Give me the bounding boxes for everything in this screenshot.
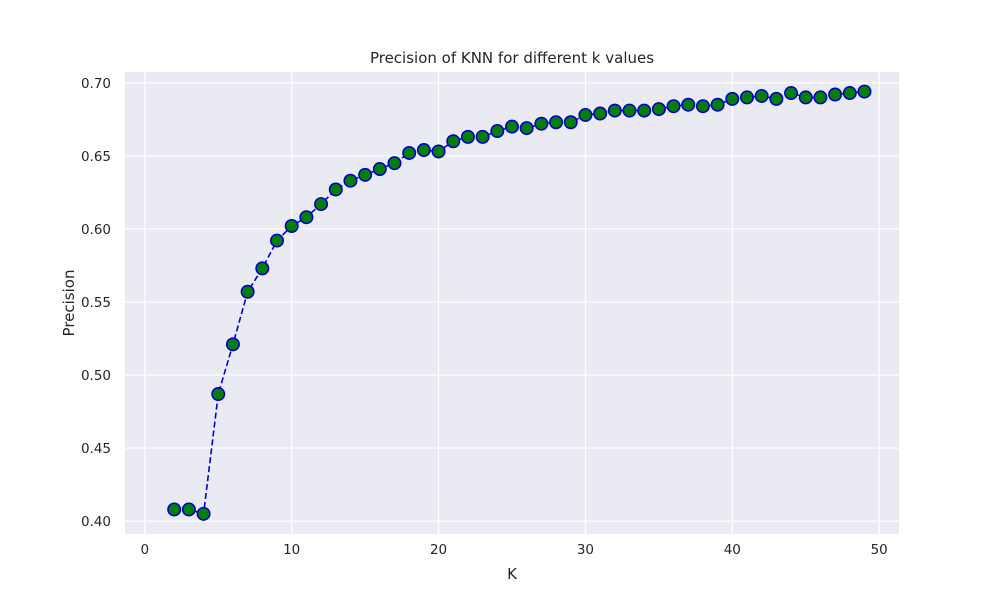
data-point <box>225 337 240 352</box>
x-tick-label: 50 <box>871 542 888 558</box>
data-point <box>460 129 475 144</box>
y-tick-label: 0.70 <box>81 76 111 92</box>
x-tick-label: 20 <box>430 542 447 558</box>
data-point <box>578 107 593 122</box>
data-point <box>593 106 608 121</box>
data-point <box>710 97 725 112</box>
data-point <box>857 84 872 99</box>
data-point <box>196 506 211 521</box>
x-tick-label: 30 <box>577 542 594 558</box>
data-point <box>813 90 828 105</box>
data-point <box>343 173 358 188</box>
chart-title: Precision of KNN for different k values <box>370 49 654 67</box>
data-point <box>387 156 402 171</box>
x-tick-label: 40 <box>724 542 741 558</box>
data-point <box>842 86 857 101</box>
data-point <box>534 116 549 131</box>
x-tick-label: 10 <box>283 542 300 558</box>
data-point <box>651 102 666 117</box>
data-point <box>402 145 417 160</box>
x-tick-label: 0 <box>141 542 150 558</box>
data-point <box>519 121 534 136</box>
data-point <box>270 233 285 248</box>
y-tick-label: 0.65 <box>81 149 111 165</box>
data-point <box>607 103 622 118</box>
y-tick-label: 0.45 <box>81 441 111 457</box>
data-point <box>504 119 519 134</box>
data-point <box>211 387 226 402</box>
data-point <box>784 86 799 101</box>
data-point <box>769 91 784 106</box>
y-tick-label: 0.55 <box>81 295 111 311</box>
data-point <box>798 90 813 105</box>
data-point <box>754 88 769 103</box>
data-point <box>695 99 710 114</box>
data-point <box>284 219 299 234</box>
plot-area <box>125 72 899 534</box>
data-point <box>240 284 255 299</box>
data-point <box>666 99 681 114</box>
data-points <box>167 84 872 521</box>
data-point <box>549 115 564 130</box>
y-axis-label: Precision <box>60 270 78 337</box>
data-point <box>167 502 182 517</box>
data-point <box>372 162 387 177</box>
data-point <box>446 134 461 149</box>
data-point <box>828 87 843 102</box>
x-axis-label: K <box>507 565 518 583</box>
data-point <box>725 91 740 106</box>
data-point <box>328 182 343 197</box>
data-point <box>637 103 652 118</box>
y-tick-label: 0.50 <box>81 368 111 384</box>
y-tick-label: 0.60 <box>81 222 111 238</box>
y-tick-label: 0.40 <box>81 514 111 530</box>
data-point <box>622 103 637 118</box>
data-point <box>681 97 696 112</box>
data-point <box>299 210 314 225</box>
tick-labels: 0 10 20 30 40 50 0.40 0.45 0.50 0.55 0.60 0.65 0.70 <box>81 76 888 558</box>
data-point <box>314 197 329 212</box>
data-point <box>358 167 373 182</box>
data-point <box>490 124 505 139</box>
data-point <box>181 502 196 517</box>
data-point <box>563 115 578 130</box>
data-point <box>431 144 446 159</box>
data-point <box>739 90 754 105</box>
data-point <box>255 261 270 276</box>
data-point <box>416 143 431 158</box>
data-point <box>475 129 490 144</box>
